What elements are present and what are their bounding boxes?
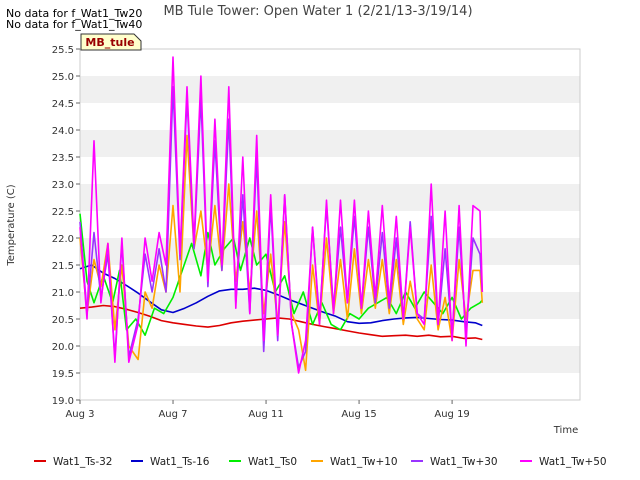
y-axis-ticks: 19.0 19.5 20.0 20.5 21.0 21.5 22.0 22.5 23.0 23.5… <box>52 45 80 407</box>
y-tick-label: 22.5 <box>52 207 74 218</box>
legend-label: Wat1_Tw+10 <box>330 456 398 468</box>
y-tick-label: 25.5 <box>52 45 74 56</box>
x-axis-ticks: Aug 3 Aug 7 Aug 11 Aug 15 Aug 19 <box>65 400 470 420</box>
legend-label: Wat1_Ts-16 <box>150 456 210 468</box>
grid-band <box>80 184 580 211</box>
grid-band <box>80 157 580 184</box>
series-line-1 <box>79 304 483 341</box>
y-tick-label: 19.0 <box>52 396 74 407</box>
x-tick-label: Aug 15 <box>341 409 376 420</box>
legend-label: Wat1_Ts-32 <box>53 456 113 468</box>
grid-band <box>80 130 580 157</box>
x-tick-label: Aug 3 <box>65 409 94 420</box>
y-tick-label: 19.5 <box>52 369 74 380</box>
y-tick-label: 21.0 <box>52 288 74 299</box>
y-tick-label: 24.5 <box>52 99 74 110</box>
grid-band <box>80 103 580 130</box>
chart-title: MB Tule Tower: Open Water 1 (2/21/13-3/1… <box>163 4 472 19</box>
series-line-6 <box>79 56 484 374</box>
x-tick-label: Aug 7 <box>158 409 187 420</box>
x-tick-label: Aug 19 <box>434 409 469 420</box>
grid-band <box>80 49 580 76</box>
no-data-note-tw20: No data for f_Wat1_Tw20 <box>6 7 143 20</box>
grid-band <box>80 373 580 400</box>
no-data-note-tw40: No data for f_Wat1_Tw40 <box>6 18 143 31</box>
grid-bands <box>80 49 580 400</box>
series-line-4 <box>79 134 484 372</box>
x-axis-label: Time <box>553 425 578 436</box>
y-tick-label: 21.5 <box>52 261 74 272</box>
legend-label: Wat1_Tw+30 <box>430 456 498 468</box>
y-tick-label: 25.0 <box>52 72 74 83</box>
y-tick-label: 23.5 <box>52 153 74 164</box>
site-badge: MB_tule <box>80 33 142 51</box>
x-tick-label: Aug 11 <box>248 409 283 420</box>
grid-band <box>80 211 580 238</box>
y-tick-label: 24.0 <box>52 126 74 137</box>
legend-label: Wat1_Ts0 <box>248 456 297 468</box>
series-lines <box>79 56 484 374</box>
grid-band <box>80 76 580 103</box>
y-axis-label: Temperature (C) <box>6 184 17 266</box>
y-tick-label: 23.0 <box>52 180 74 191</box>
legend: Wat1_Ts-32 Wat1_Ts-16 Wat1_Ts0 Wat1_Tw+10 Wa… <box>34 456 607 468</box>
site-badge-label: MB_tule <box>85 36 134 49</box>
grid-band <box>80 346 580 373</box>
y-tick-label: 22.0 <box>52 234 74 245</box>
y-tick-label: 20.0 <box>52 342 74 353</box>
y-tick-label: 20.5 <box>52 315 74 326</box>
legend-label: Wat1_Tw+50 <box>539 456 607 468</box>
